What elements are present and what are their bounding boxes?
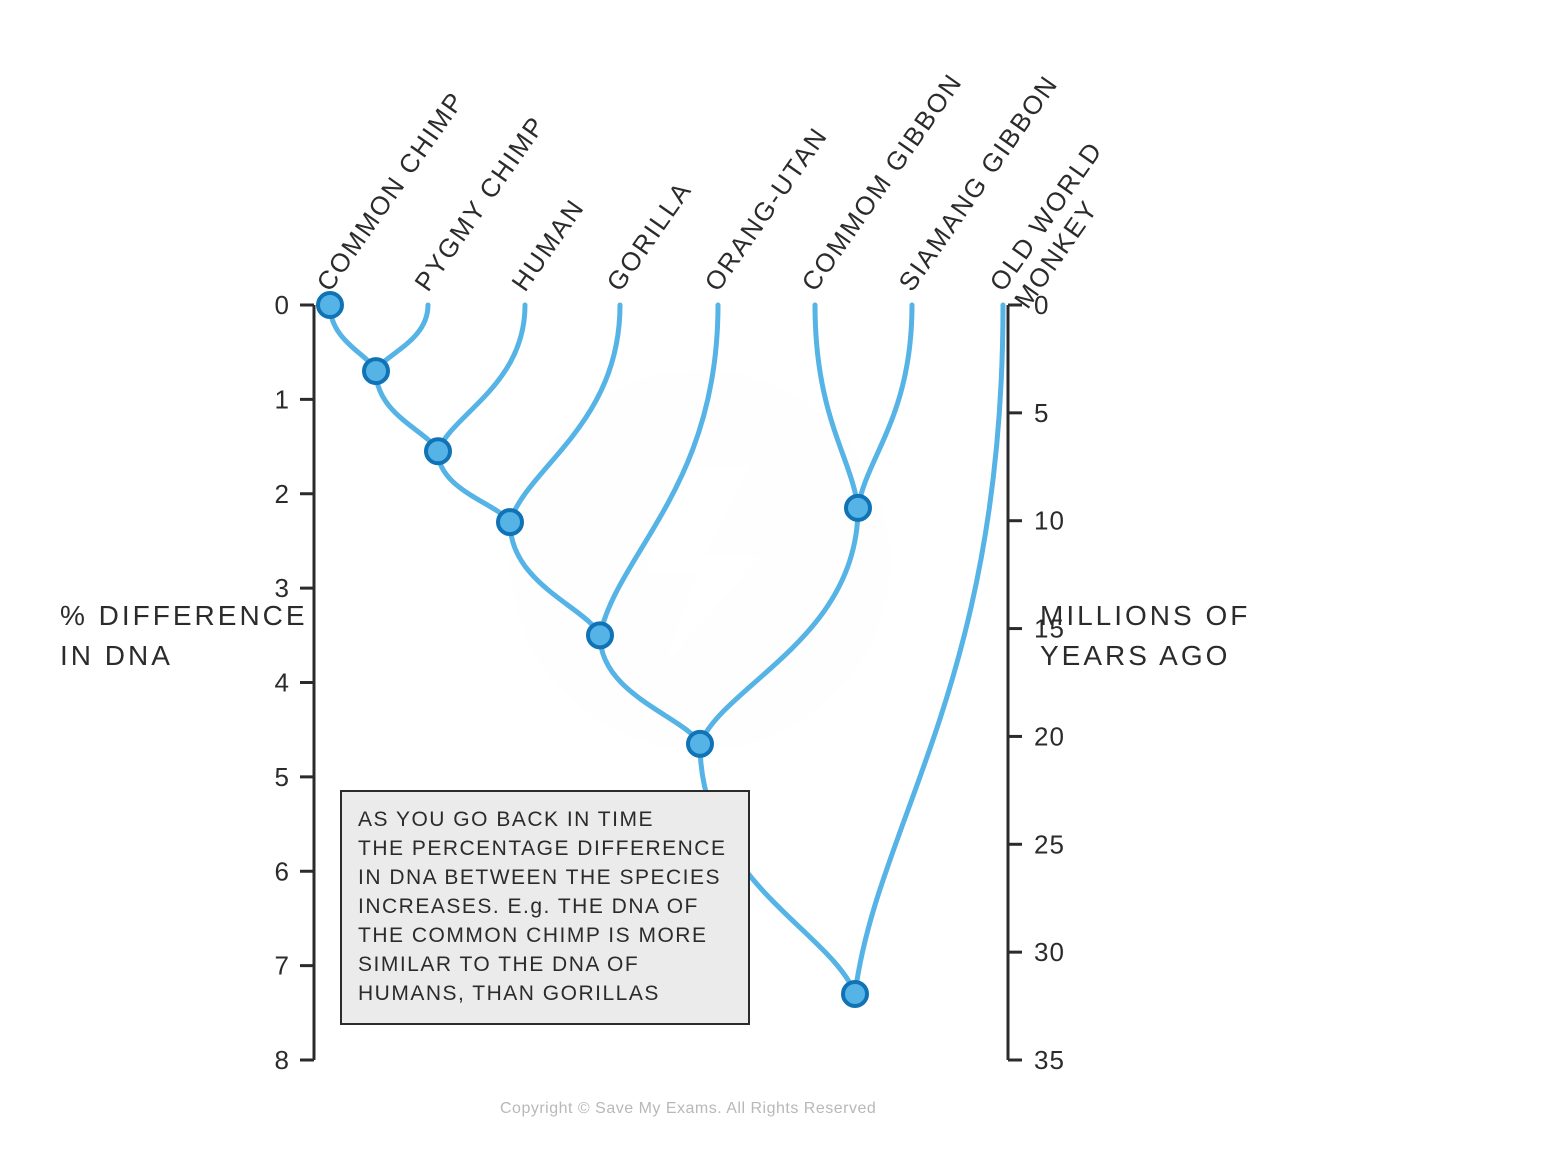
left-axis-title: % DIFFERENCE [60,600,308,631]
right-tick-label: 25 [1034,829,1065,859]
tree-branch [600,635,700,744]
note-line: HUMANS, THAN GORILLAS [358,980,732,1009]
left-tick-label: 7 [275,951,290,981]
note-line: THE PERCENTAGE DIFFERENCE [358,835,732,864]
copyright-text: Copyright © Save My Exams. All Rights Re… [500,1100,876,1118]
note-line: THE COMMON CHIMP IS MORE [358,922,732,951]
tree-branch [600,305,718,635]
right-axis-title: MILLIONS OF [1040,600,1250,631]
tree-node [318,293,342,317]
left-tick-label: 6 [275,856,290,886]
tree-branch [855,305,1003,994]
left-tick-label: 5 [275,762,290,792]
tree-branch [510,522,600,635]
left-tick-label: 8 [275,1045,290,1075]
tree-node [364,359,388,383]
right-tick-label: 10 [1034,506,1065,536]
tree-node [688,732,712,756]
tree-branch [510,305,620,522]
note-line: SIMILAR TO THE DNA OF [358,951,732,980]
note-line: IN DNA BETWEEN THE SPECIES [358,864,732,893]
species-label: GORILLA [600,175,697,296]
right-tick-label: 20 [1034,721,1065,751]
tree-node [843,982,867,1006]
tree-branch [438,451,510,522]
tree-node [426,439,450,463]
tree-branch [700,508,858,744]
right-tick-label: 35 [1034,1045,1065,1075]
left-tick-label: 4 [275,668,290,698]
species-label: HUMAN [505,193,590,296]
tree-branch [815,305,858,508]
left-tick-label: 1 [275,384,290,414]
left-axis-title: IN DNA [60,640,173,671]
phylogeny-chart: 01234567805101520253035 COMMON CHIMPPYGM… [0,0,1554,1166]
note-line: AS YOU GO BACK IN TIME [358,806,732,835]
tree-node [498,510,522,534]
tree-branch [858,305,912,508]
right-axis-title: YEARS AGO [1040,640,1230,671]
left-tick-label: 0 [275,290,290,320]
left-tick-label: 3 [275,573,290,603]
note-box: AS YOU GO BACK IN TIMETHE PERCENTAGE DIF… [340,790,750,1025]
species-label: COMMOM GIBBON [795,67,968,296]
tree-node [846,496,870,520]
note-line: INCREASES. E.g. THE DNA OF [358,893,732,922]
right-tick-label: 5 [1034,398,1049,428]
left-tick-label: 2 [275,479,290,509]
tree-node [588,623,612,647]
tree-branch [438,305,525,451]
tree-branch [376,371,438,451]
right-tick-label: 30 [1034,937,1065,967]
